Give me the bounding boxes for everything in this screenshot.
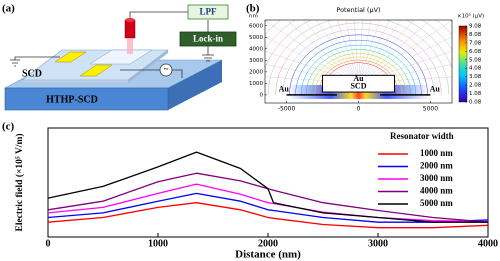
contour-line — [282, 28, 435, 95]
field-ray — [327, 20, 359, 83]
colorbar-tick-label: 6.08 — [469, 49, 482, 55]
y-unit: nm — [249, 14, 258, 20]
ac-symbol: ~ — [164, 64, 169, 74]
scd-plate-side — [128, 50, 168, 83]
substrate-side — [168, 60, 222, 110]
legend-title: Resonator width — [390, 131, 454, 141]
contour-line — [305, 49, 412, 95]
colorbar-tick-label: 0.08 — [469, 100, 482, 106]
legend-label: 2000 nm — [420, 161, 453, 171]
y-axis-title: Electric field (×10⁵ V/m) — [14, 133, 25, 231]
colorbar-tick-label: 3.08 — [469, 74, 482, 80]
legend-label: 1000 nm — [420, 148, 453, 158]
lock-in-label: Lock-in — [193, 34, 223, 44]
panel-label: (b) — [246, 3, 260, 15]
chart-title: Potential (μV) — [336, 6, 380, 14]
lpf-label: LPF — [200, 7, 218, 17]
colorbar-tick-label: 2.08 — [469, 83, 482, 89]
substrate-label: HTHP-SCD — [46, 94, 98, 105]
legend-label: 3000 nm — [420, 173, 453, 183]
field-ray — [358, 20, 414, 84]
colorbar-tick-label: 9.08 — [469, 24, 482, 30]
y-tick-label: 2000 — [249, 69, 263, 75]
field-ray — [286, 20, 359, 84]
panel-label: (c) — [2, 121, 15, 133]
field-ray — [358, 20, 363, 83]
probe — [124, 19, 136, 39]
annotation: Au — [430, 85, 441, 94]
probe-top — [125, 18, 135, 22]
field-ray — [354, 20, 359, 83]
annotation: Au — [279, 85, 290, 94]
field-ray — [358, 20, 372, 83]
ground — [202, 54, 214, 62]
wire — [172, 69, 183, 78]
x-tick-label: 2000 — [258, 238, 278, 249]
x-tick-label: -5000 — [278, 106, 296, 113]
colorbar — [458, 25, 468, 103]
annotation: SCD — [350, 82, 366, 91]
field-ray — [265, 51, 359, 84]
contour-line — [265, 20, 452, 69]
colorbar-tick-label: 5.08 — [469, 57, 482, 63]
field-ray — [265, 36, 359, 84]
y-tick-label: 5000 — [249, 35, 263, 41]
y-tick-label: 6000 — [249, 23, 263, 29]
field-ray — [358, 36, 452, 84]
contour-line — [310, 53, 407, 95]
colorbar-label: ×10⁵ (μV) — [457, 13, 484, 20]
y-tick-label: 1000 — [249, 81, 263, 87]
field-ray — [358, 51, 452, 84]
panel-label: (a) — [2, 3, 15, 15]
x-tick-label: 4000 — [478, 238, 498, 249]
contour-line — [314, 56, 403, 95]
field-ray — [358, 20, 431, 84]
colorbar-tick-label: 8.08 — [469, 32, 482, 38]
y-tick-label: 3000 — [249, 58, 263, 64]
lock-in-box — [179, 31, 237, 47]
wire — [129, 11, 188, 18]
contour-line — [267, 20, 450, 95]
field-ray — [358, 20, 381, 83]
lpf-box — [187, 4, 229, 20]
x-tick-label: 1000 — [148, 238, 168, 249]
contour-line — [275, 22, 442, 95]
x-axis-title: Distance (nm) — [235, 249, 301, 261]
legend-label: 4000 nm — [420, 186, 453, 196]
electrode — [54, 51, 87, 63]
annotation: Au — [353, 74, 364, 83]
series-line — [47, 202, 489, 229]
colorbar-tick-label: 7.08 — [469, 40, 482, 46]
field-ray — [303, 20, 359, 84]
x-tick-label: 0 — [357, 106, 361, 113]
field-ray — [265, 20, 359, 84]
scd-label: SCD — [22, 68, 42, 79]
ground — [10, 56, 60, 67]
colorbar-tick-label: 4.08 — [469, 66, 482, 72]
field-ray — [358, 20, 401, 84]
colorbar-tick-label: 1.08 — [469, 91, 482, 97]
resonator — [89, 49, 153, 65]
x-tick-label: 5000 — [423, 106, 438, 113]
field-ray — [358, 20, 452, 84]
y-tick-label: 4000 — [249, 46, 263, 52]
series-line — [47, 192, 489, 223]
field-ray — [345, 20, 359, 83]
substrate-front — [4, 87, 169, 111]
contour-line — [300, 44, 417, 95]
probe-beam — [127, 38, 133, 54]
legend-label: 5000 nm — [420, 198, 453, 208]
field-ray — [358, 20, 390, 83]
scd-box — [322, 74, 395, 93]
series-line — [47, 151, 488, 223]
x-tick-label: 3000 — [368, 238, 388, 249]
scd-plate-front — [22, 80, 128, 83]
electrode — [79, 64, 113, 77]
y-tick-label: 0 — [260, 92, 264, 98]
panel-a: (a) LPF Lock-in ~ SCD HTHP-SCD — [2, 3, 237, 111]
x-tick-label: 0 — [46, 238, 51, 249]
field-ray — [336, 20, 359, 83]
field-ray — [316, 20, 359, 84]
